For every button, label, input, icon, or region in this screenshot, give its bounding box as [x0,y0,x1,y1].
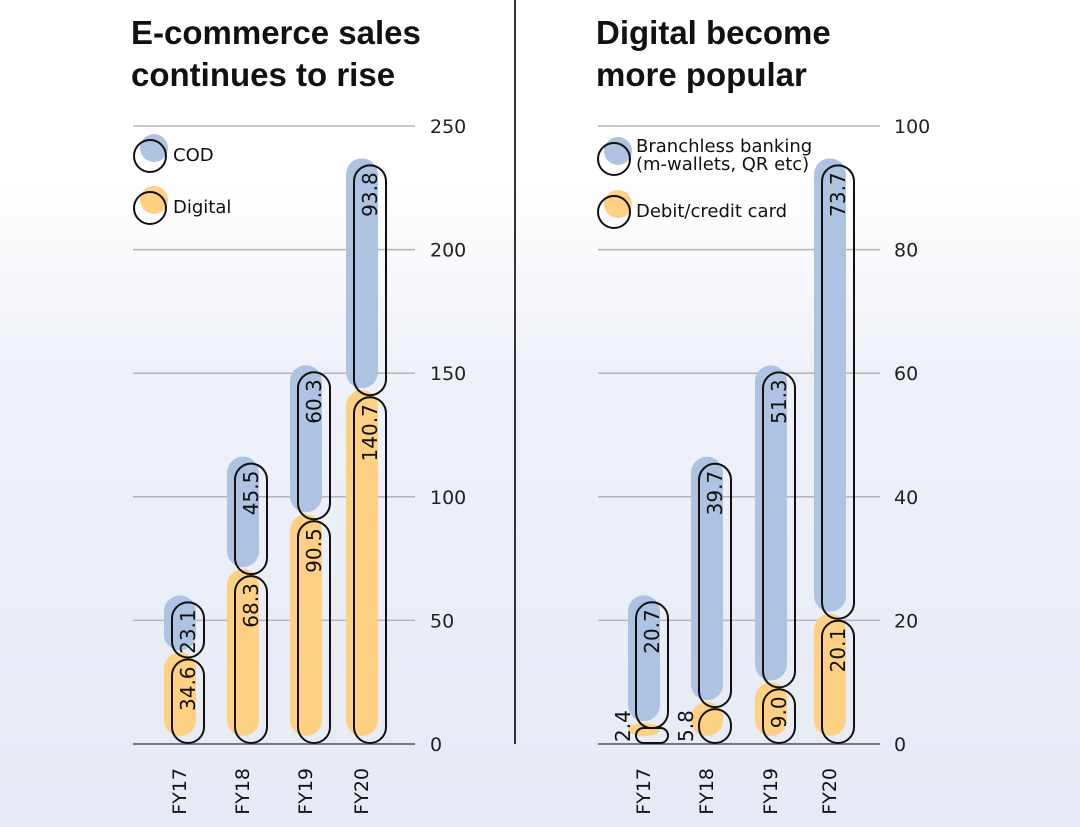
bar-segment: 9.0 [755,682,796,745]
y-tick-label: 20 [894,610,918,632]
bar-outline [762,371,796,689]
legend-item: Debit/credit card [597,190,787,229]
x-tick-label: FY17 [633,768,655,815]
chart-title-line: more popular [596,56,807,93]
data-label: 2.4 [611,710,635,742]
y-tick-label: 150 [430,363,466,385]
y-tick-label: 100 [430,487,466,509]
bar-outline [821,619,855,744]
data-label: 45.5 [239,471,263,516]
bar-outline [821,164,855,620]
data-label: 93.8 [358,172,382,217]
bar-segment: 68.3 [227,569,268,745]
bar-segment: 20.1 [814,613,855,744]
y-tick-label: 60 [894,363,918,385]
legend-swatch [133,139,167,173]
legend-label: Debit/credit card [636,201,787,222]
bar-outline [171,601,205,659]
bar-outline [297,520,331,744]
bar-segment: 5.8 [674,702,732,745]
data-label: 90.5 [302,528,326,573]
chart-panel-1: E-commerce sales continues to rise 0 50 100 1… [131,14,466,815]
bar-segment: 93.8 [346,158,387,397]
data-label: 39.7 [703,471,727,516]
bar-segment: 34.6 [164,652,205,745]
y-tick-label: 0 [894,734,906,756]
x-tick-label: FY18 [232,768,254,815]
data-label: 73.7 [826,172,850,217]
data-label: 9.0 [767,696,791,728]
bar-segment: 23.1 [164,595,205,659]
bar-segment: 60.3 [290,365,331,521]
bar-segment: 39.7 [691,456,732,709]
data-label: 140.7 [358,404,382,461]
data-label: 23.1 [176,609,200,654]
data-label: 20.1 [826,628,850,673]
bar-outline [234,462,268,576]
data-label: 5.8 [674,710,698,742]
bar-outline [234,575,268,745]
bar-fill [814,158,846,612]
y-tick-label: 250 [430,116,466,138]
bar-outline [635,601,669,730]
chart-title-line: continues to rise [131,56,395,93]
y-tick-label: 50 [430,610,454,632]
bar-outline [171,658,205,745]
x-tick-label: FY19 [295,768,317,815]
bar-segment: 51.3 [755,365,796,689]
legend-item: COD [133,134,214,173]
bar-outline [762,688,796,745]
bar-outline [353,164,387,397]
data-label: 51.3 [767,379,791,424]
legend-swatch [597,195,631,229]
chart-title-line: E-commerce sales [131,14,421,51]
data-label: 60.3 [302,379,326,424]
legend-label: Branchless banking [636,136,812,157]
bar-outline [353,396,387,744]
bar-outline [698,462,732,709]
bar-segment: 20.7 [628,595,669,730]
legend-item: Digital [133,186,231,225]
chart-panel-2: Digital become more popular 0 20 40 60 80 100 Br… [596,14,930,815]
legend-label: COD [173,145,214,166]
x-tick-label: FY17 [169,768,191,815]
bar-segment: 73.7 [814,158,855,620]
bar-segment: 140.7 [346,390,387,744]
bar-segment: 90.5 [290,514,331,744]
data-label: 20.7 [640,609,664,654]
x-tick-label: FY18 [696,768,718,815]
y-tick-label: 80 [894,240,918,262]
legend-label: Digital [173,197,231,218]
legend-swatch [133,191,167,225]
legend-label: (m-wallets, QR etc) [636,154,809,175]
data-label: 68.3 [239,583,263,628]
y-tick-label: 200 [430,240,466,262]
legend-swatch [597,142,631,176]
x-tick-label: FY20 [819,768,841,815]
y-tick-label: 100 [894,116,930,138]
x-tick-label: FY20 [351,768,373,815]
chart-title-line: Digital become [596,14,831,51]
bar-outline [297,371,331,521]
x-tick-label: FY19 [760,768,782,815]
bar-outline [698,708,732,745]
legend-item: Branchless banking(m-wallets, QR etc) [597,136,812,176]
y-tick-label: 0 [430,734,442,756]
data-label: 34.6 [176,666,200,711]
y-tick-label: 40 [894,487,918,509]
bar-segment: 45.5 [227,456,268,576]
